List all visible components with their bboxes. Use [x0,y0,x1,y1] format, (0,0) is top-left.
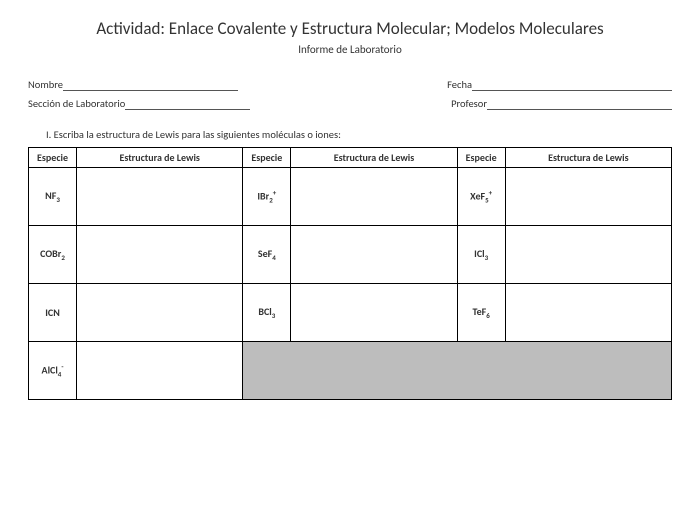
species-cell: COBr2 [29,226,77,284]
fields-row-2: Sección de Laboratorio Profesor [28,97,672,110]
lewis-cell[interactable] [77,342,243,400]
lewis-cell[interactable] [77,168,243,226]
section-field: Sección de Laboratorio [28,97,250,110]
species-cell: TeF6 [457,284,505,342]
section-line[interactable] [125,99,250,110]
table-row: COBr2 SeF4 ICl3 [29,226,672,284]
section-label: Sección de Laboratorio [28,97,125,110]
species-cell: AlCl4- [29,342,77,400]
lewis-cell[interactable] [505,226,671,284]
lewis-table-head: Especie Estructura de Lewis Especie Estr… [29,148,672,168]
date-label: Fecha [447,78,472,91]
lewis-cell[interactable] [291,226,457,284]
lewis-cell[interactable] [505,284,671,342]
species-cell: SeF4 [243,226,291,284]
th-species-2: Especie [243,148,291,168]
lewis-cell[interactable] [505,168,671,226]
species-cell: XeF5+ [457,168,505,226]
lewis-cell[interactable] [291,284,457,342]
professor-line[interactable] [487,99,672,110]
th-lewis-3: Estructura de Lewis [505,148,671,168]
species-cell: NF3 [29,168,77,226]
table-row: NF3 IBr2+ XeF5+ [29,168,672,226]
name-field: Nombre [28,78,238,91]
lewis-table: Especie Estructura de Lewis Especie Estr… [28,147,672,400]
instruction-text: I. Escriba la estructura de Lewis para l… [46,128,672,141]
professor-field: Profesor [451,97,672,110]
fields-row-1: Nombre Fecha [28,78,672,91]
shaded-cell [243,342,672,400]
table-row: ICN BCl3 TeF6 [29,284,672,342]
date-field: Fecha [447,78,672,91]
th-species-3: Especie [457,148,505,168]
species-cell: IBr2+ [243,168,291,226]
th-species-1: Especie [29,148,77,168]
lewis-table-body: NF3 IBr2+ XeF5+ COBr2 SeF4 ICl3 ICN BCl3 TeF6 AlC… [29,168,672,400]
th-lewis-2: Estructura de Lewis [291,148,457,168]
professor-label: Profesor [451,97,487,110]
date-line[interactable] [472,80,672,91]
lewis-cell[interactable] [291,168,457,226]
page-title: Actividad: Enlace Covalente y Estructura… [28,18,672,39]
name-label: Nombre [28,78,63,91]
th-lewis-1: Estructura de Lewis [77,148,243,168]
lewis-cell[interactable] [77,284,243,342]
species-cell: ICN [29,284,77,342]
species-cell: ICl3 [457,226,505,284]
page-subtitle: Informe de Laboratorio [28,43,672,56]
lewis-cell[interactable] [77,226,243,284]
name-line[interactable] [63,80,238,91]
table-row: AlCl4- [29,342,672,400]
species-cell: BCl3 [243,284,291,342]
